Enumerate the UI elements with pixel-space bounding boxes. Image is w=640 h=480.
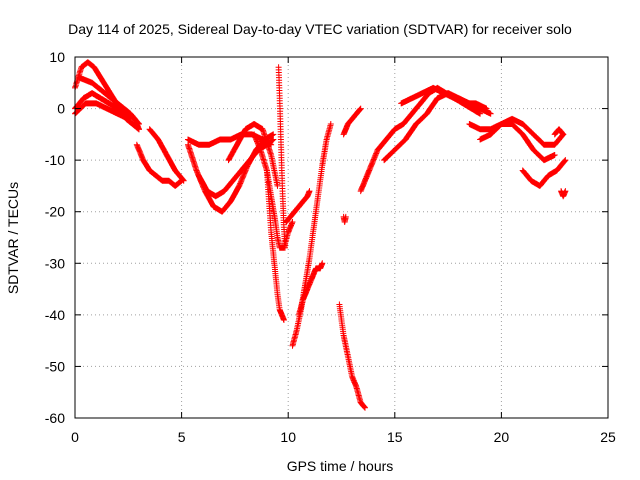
series-arc-18 [340,105,364,138]
x-tick-label: 20 [494,429,510,445]
series-arc-25 [519,157,569,189]
series-arc-10 [225,121,281,189]
y-tick-label: 10 [49,49,65,65]
series-arc-15 [295,260,326,318]
y-tick-label: -20 [45,204,65,220]
series-arc-26 [551,126,567,138]
series-arc-16 [283,188,313,225]
data-point-markers [340,105,364,138]
series-arc-6 [146,126,187,184]
data-point-markers [133,141,185,189]
data-point-markers [340,213,349,225]
data-point-markers [477,121,558,164]
axis-ticks: 0 5 10 15 20 25 10 0 -10 -20 -30 -40 -50 -60 [45,49,616,445]
data-point-markers [263,167,287,323]
y-axis-label: SDTVAR / TECUs [5,182,21,294]
plot-frame [74,56,609,419]
x-tick-label: 5 [178,429,186,445]
y-tick-label: -10 [45,152,65,168]
y-tick-label: -60 [45,410,65,426]
data-point-markers [336,301,368,411]
x-axis-label: GPS time / hours [287,458,394,474]
series-arc-24 [477,121,558,164]
series-arc-5 [133,141,185,189]
series-arc-13 [275,64,288,251]
data-point-markers [195,136,277,200]
data-point-markers [146,126,187,184]
x-tick-label: 0 [71,429,79,445]
data-point-markers [398,84,490,112]
data-point-markers [558,188,569,200]
chart-title: Day 114 of 2025, Sidereal Day-to-day VTE… [68,21,572,37]
series-arc-22 [398,84,490,112]
x-tick-label: 25 [600,429,616,445]
series-arc-12 [263,167,287,323]
y-tick-label: -30 [45,255,65,271]
series-arc-9 [195,136,277,200]
series-arc-27 [558,188,569,200]
data-point-markers [519,157,569,189]
data-point-markers [551,126,567,138]
data-point-markers [295,260,326,318]
series-arc-17 [336,301,368,411]
data-point-markers [225,121,281,189]
x-tick-label: 10 [280,429,296,445]
series-arc-19 [340,213,349,225]
data-point-markers [275,64,288,251]
series-arc-4 [76,74,142,127]
y-tick-label: -50 [45,358,65,374]
y-tick-label: 0 [57,101,65,117]
data-point-markers [283,188,313,225]
data-point-markers [76,74,142,127]
x-tick-label: 15 [387,429,403,445]
y-tick-label: -40 [45,307,65,323]
